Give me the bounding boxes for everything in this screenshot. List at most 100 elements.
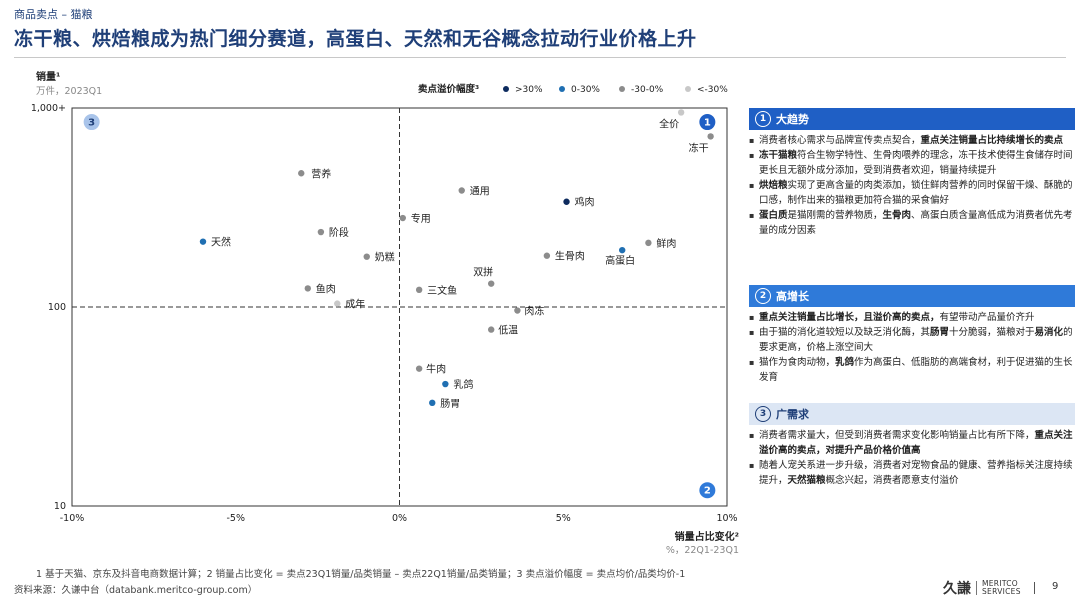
data-point-label: 乳鸽 bbox=[453, 378, 473, 391]
bullet-text: 随着人宠关系进一步升级，消费者对宠物食品的健康、营养指标关注度持续提升， bbox=[759, 460, 1073, 486]
panel-2-bullet: 重点关注销量占比增长，且溢价高的卖点，有望带动产品量价齐升 bbox=[749, 310, 1075, 325]
data-point-label: 牛肉 bbox=[426, 363, 446, 376]
data-point-label: 专用 bbox=[411, 212, 431, 225]
quadrant-marker-1 bbox=[699, 114, 716, 131]
data-point-label: 低温 bbox=[498, 324, 518, 337]
legend-title: 卖点溢价幅度³ bbox=[418, 83, 479, 95]
bullet-text: 重点关注销量占比增长，且溢价高的卖点， bbox=[759, 312, 940, 323]
data-point-label: 通用 bbox=[470, 185, 490, 197]
x-tick-label: 10% bbox=[716, 513, 737, 524]
panel-title-3: 广需求 bbox=[776, 408, 809, 421]
breadcrumb: 商品卖点 – 猫粮 bbox=[14, 8, 93, 21]
panel-number-2: 2 bbox=[755, 288, 771, 304]
data-point bbox=[399, 214, 406, 222]
panel-big-trend: 1 大趋势 消费者核心需求与品牌宣传卖点契合，重点关注销量占比持续增长的卖点冻干… bbox=[749, 108, 1075, 238]
panel-bullets-2: 重点关注销量占比增长，且溢价高的卖点，有望带动产品量价齐升由于猫的消化道较短以及… bbox=[749, 307, 1075, 385]
title-divider bbox=[14, 57, 1066, 58]
quadrant-marker-label: 2 bbox=[704, 486, 711, 497]
panel-number-3: 3 bbox=[755, 406, 771, 422]
data-point bbox=[199, 238, 207, 245]
legend-marker bbox=[559, 86, 565, 92]
bullet-text: 生骨肉 bbox=[882, 210, 912, 221]
bullet-text: 的要求更高，价格上涨空间大 bbox=[759, 327, 1073, 353]
data-point bbox=[363, 253, 370, 260]
bullet-text: 十分脆弱，猫粮对于 bbox=[949, 327, 1035, 338]
x-tick-label: 0% bbox=[392, 513, 407, 524]
bullet-text: 符合生物学特性、生骨肉喂养的理念，冻干技术使得生食储存时间更长且无额外成分添加，… bbox=[759, 150, 1073, 176]
panel-bullets-1: 消费者核心需求与品牌宣传卖点契合，重点关注销量占比持续增长的卖点冻干猫粮符合生物… bbox=[749, 130, 1075, 238]
panel-3-bullet: 消费者需求量大，但受到消费者需求变化影响销量占比有所下降，重点关注溢价高的卖点，… bbox=[749, 428, 1075, 458]
data-point bbox=[304, 285, 311, 292]
page-number: 9 bbox=[1052, 581, 1059, 592]
company-logo: 久謙 MERITCO SERVICES bbox=[943, 578, 1021, 598]
data-point bbox=[334, 300, 341, 307]
bullet-text: 是猫刚需的营养物质， bbox=[787, 210, 883, 221]
data-point-label: 生骨肉 bbox=[555, 250, 585, 263]
panel-header-2: 2 高增长 bbox=[749, 285, 1075, 307]
data-point bbox=[488, 280, 495, 287]
legend-label: <-30% bbox=[697, 85, 728, 95]
data-point bbox=[707, 133, 714, 140]
bullet-text: 肠胃 bbox=[930, 327, 950, 338]
bullet-text: 冻干猫粮 bbox=[759, 150, 798, 161]
y-tick-label: 100 bbox=[48, 302, 66, 313]
panel-title-1: 大趋势 bbox=[776, 113, 809, 126]
data-point bbox=[415, 365, 423, 372]
y-axis-title: 销量¹ bbox=[36, 70, 60, 83]
data-point-label: 天然 bbox=[211, 236, 231, 249]
data-point bbox=[543, 252, 551, 259]
y-axis-unit: 万件，2023Q1 bbox=[36, 85, 102, 97]
data-point bbox=[677, 109, 685, 116]
bullet-text: 有望带动产品量价齐升 bbox=[939, 312, 1035, 323]
bullet-text: 由于猫的消化道较短以及缺乏消化酶，其 bbox=[759, 327, 931, 338]
data-point bbox=[619, 246, 626, 254]
y-tick-label: 10 bbox=[54, 501, 66, 512]
x-tick-label: -10% bbox=[60, 513, 85, 524]
panel-header-1: 1 大趋势 bbox=[749, 108, 1075, 130]
bullet-text: 消费者需求量大，但受到消费者需求变化影响销量占比有所下降， bbox=[759, 430, 1035, 441]
panel-1-bullet: 冻干猫粮符合生物学特性、生骨肉喂养的理念，冻干技术使得生食储存时间更长且无额外成… bbox=[749, 148, 1075, 178]
legend-label: >30% bbox=[515, 85, 543, 95]
bullet-text: 消费者核心需求与品牌宣传卖点契合， bbox=[759, 135, 921, 146]
legend-marker bbox=[685, 86, 691, 92]
bullet-text: 概念兴起，消费者愿意支付溢价 bbox=[825, 475, 959, 486]
data-point bbox=[442, 380, 449, 388]
x-tick-label: -5% bbox=[227, 513, 246, 524]
source-note: 资料来源：久谦中台（databank.meritco-group.com） bbox=[14, 585, 258, 596]
data-point bbox=[298, 170, 305, 177]
page-title: 冻干粮、烘焙粮成为热门细分赛道，高蛋白、天然和无谷概念拉动行业价格上升 bbox=[14, 28, 697, 50]
data-point-label: 营养 bbox=[311, 167, 331, 180]
panel-broad-demand: 3 广需求 消费者需求量大，但受到消费者需求变化影响销量占比有所下降，重点关注溢… bbox=[749, 403, 1075, 488]
scatter-chart: 10 100 1,000+ -10% -5% 0% 5% 10% 销量¹ 万件，2023Q1 销量占… bbox=[31, 70, 739, 556]
data-point bbox=[415, 286, 423, 294]
panel-2-bullet: 由于猫的消化道较短以及缺乏消化酶，其肠胃十分脆弱，猫粮对于易消化的要求更高，价格… bbox=[749, 325, 1075, 355]
legend-marker bbox=[619, 86, 625, 92]
panel-title-2: 高增长 bbox=[776, 290, 809, 303]
data-point-label: 鸡肉 bbox=[575, 196, 595, 209]
bullet-text: 重点关注销量占比持续增长的卖点 bbox=[920, 135, 1064, 146]
legend-label: -30-0% bbox=[631, 85, 664, 95]
x-tick-label: 5% bbox=[556, 513, 571, 524]
data-point bbox=[429, 399, 436, 407]
data-point bbox=[645, 239, 652, 247]
quadrant-marker-label: 3 bbox=[88, 118, 95, 129]
logo-chinese: 久謙 bbox=[943, 581, 971, 597]
bullet-text: 蛋白质 bbox=[759, 210, 788, 221]
data-point-label: 阶段 bbox=[329, 226, 349, 239]
bullet-text: 实现了更高含量的肉类添加，锁住鲜肉营养的同时保留干燥、酥脆的口感，制作出来的猫粮… bbox=[759, 180, 1073, 206]
panel-bullets-3: 消费者需求量大，但受到消费者需求变化影响销量占比有所下降，重点关注溢价高的卖点，… bbox=[749, 425, 1075, 488]
data-point-label: 鱼肉 bbox=[316, 282, 336, 295]
data-point-label: 全价 bbox=[659, 117, 679, 130]
x-axis-title: 销量占比变化² bbox=[675, 530, 739, 543]
data-point-label: 奶糕 bbox=[375, 251, 395, 264]
data-point bbox=[563, 198, 570, 205]
logo-en-line1: MERITCO bbox=[982, 579, 1019, 588]
quadrant-marker-2 bbox=[699, 482, 716, 499]
page-separator bbox=[1034, 582, 1035, 594]
bullet-text: 重点关注溢价高的卖点，对提升产品价格价值高 bbox=[759, 430, 1073, 456]
panel-number-1: 1 bbox=[755, 111, 771, 127]
bullet-text: 天然猫粮 bbox=[787, 475, 826, 486]
data-point bbox=[458, 187, 465, 194]
x-axis-unit: %，22Q1-23Q1 bbox=[666, 545, 739, 556]
bullet-text: 作为高蛋白、低脂肪的高端食材，利于促进猫的生长发育 bbox=[759, 357, 1073, 383]
